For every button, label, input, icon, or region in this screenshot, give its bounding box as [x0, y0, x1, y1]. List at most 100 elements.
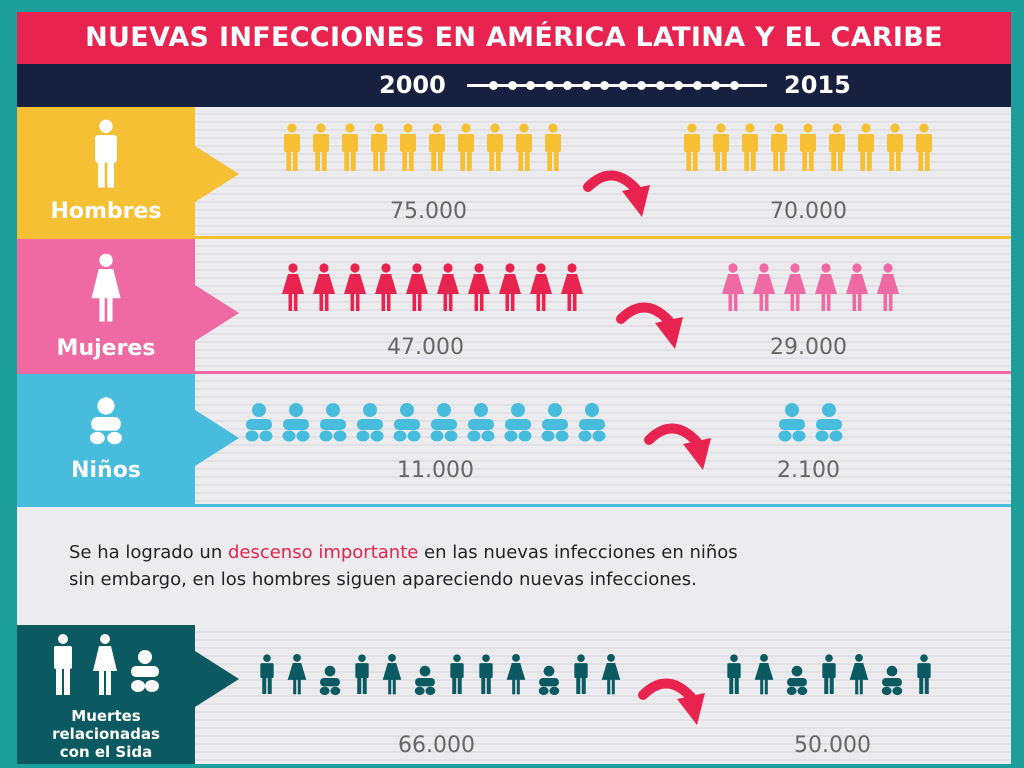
timeline-dot [544, 81, 554, 90]
woman-icon [753, 651, 775, 697]
icons-hombres-2000 [280, 123, 570, 171]
woman-icon [435, 263, 461, 311]
baby-icon [279, 402, 313, 444]
timeline-dot [507, 81, 517, 90]
woman-icon [600, 651, 622, 697]
man-icon [724, 651, 744, 697]
baby-icon [575, 402, 609, 444]
label-ninos: Niños [17, 374, 239, 507]
icons-ninos-2000 [242, 402, 612, 444]
woman-icon [844, 263, 870, 311]
curved-down-arrow-icon [582, 161, 662, 225]
timeline-dot [563, 81, 572, 90]
value-ninos-2000: 11.000 [397, 458, 474, 483]
curved-down-arrow-icon [643, 414, 723, 478]
summary-part2: en las nuevas infecciones en niños [418, 542, 738, 563]
woman-icon [286, 651, 308, 697]
icons-mujeres-2015 [720, 263, 906, 311]
value-muertes-2000: 66.000 [398, 733, 475, 758]
woman-icon [404, 263, 430, 311]
baby-icon [812, 402, 846, 444]
man-icon [257, 651, 277, 697]
man-icon [338, 123, 362, 171]
woman-icon [720, 263, 746, 311]
baby-icon [316, 402, 350, 444]
man-icon [512, 123, 536, 171]
timeline-dot [581, 81, 591, 90]
woman-icon [86, 253, 126, 327]
label-notch [195, 651, 239, 707]
timeline-dot [711, 81, 720, 90]
page-title: NUEVAS INFECCIONES EN AMÉRICA LATINA Y E… [17, 12, 1011, 64]
row-ninos: Niños 11.000 2.100 [17, 374, 1011, 507]
man-icon [796, 123, 820, 171]
man-icon [709, 123, 733, 171]
year-start: 2000 [379, 71, 446, 99]
man-icon [825, 123, 849, 171]
baby-icon [536, 651, 562, 697]
timeline-line [467, 81, 767, 90]
man-icon [767, 123, 791, 171]
timeline-dot [637, 81, 646, 90]
baby-icon [85, 394, 127, 454]
woman-icon [342, 263, 368, 311]
icons-hombres-2015 [680, 123, 941, 171]
summary-part1: Se ha logrado un [69, 542, 228, 563]
label-muertes: Muertes relacionadas con el Sida [17, 625, 239, 764]
label-notch [195, 146, 239, 202]
label-muertes-line2: relacionadas [52, 725, 160, 743]
woman-icon [782, 263, 808, 311]
value-hombres-2015: 70.000 [770, 199, 847, 224]
baby-icon [390, 402, 424, 444]
row-divider [195, 236, 1011, 239]
man-icon [483, 123, 507, 171]
value-hombres-2000: 75.000 [390, 199, 467, 224]
label-muertes-line1: Muertes [71, 707, 141, 725]
woman-icon [751, 263, 777, 311]
baby-icon [501, 402, 535, 444]
woman-icon [373, 263, 399, 311]
woman-icon [280, 263, 306, 311]
woman-icon [381, 651, 403, 697]
timeline-dot [600, 81, 609, 90]
icons-muertes-2000 [257, 651, 631, 697]
man-icon [541, 123, 565, 171]
man-icon [738, 123, 762, 171]
man-icon [680, 123, 704, 171]
man-icon [912, 123, 936, 171]
man-icon [396, 123, 420, 171]
value-mujeres-2000: 47.000 [387, 335, 464, 360]
label-mujeres-text: Mujeres [56, 336, 156, 361]
baby-icon [464, 402, 498, 444]
summary-text: Se ha logrado un descenso importante en … [69, 539, 969, 593]
woman-icon [466, 263, 492, 311]
value-ninos-2015: 2.100 [777, 458, 840, 483]
timeline-dot [489, 81, 498, 90]
man-icon [425, 123, 449, 171]
baby-icon [317, 651, 343, 697]
man-icon [854, 123, 878, 171]
icons-mujeres-2000 [280, 263, 590, 311]
man-icon [914, 651, 934, 697]
man-icon [447, 651, 467, 697]
icons-muertes-2015 [724, 651, 943, 697]
label-hombres-text: Hombres [50, 199, 162, 224]
man-icon [476, 651, 496, 697]
people-icon [49, 633, 167, 703]
man-icon [309, 123, 333, 171]
man-icon [819, 651, 839, 697]
woman-icon [311, 263, 337, 311]
value-muertes-2015: 50.000 [794, 733, 871, 758]
infographic: NUEVAS INFECCIONES EN AMÉRICA LATINA Y E… [17, 12, 1011, 764]
label-mujeres: Mujeres [17, 239, 239, 374]
man-icon [352, 651, 372, 697]
timeline-dot [618, 81, 628, 90]
timeline-dot [729, 81, 739, 90]
baby-icon [412, 651, 438, 697]
man-icon [367, 123, 391, 171]
summary-message: Se ha logrado un descenso importante en … [17, 507, 1011, 625]
baby-icon [775, 402, 809, 444]
man-icon [86, 119, 126, 193]
year-end: 2015 [784, 71, 851, 99]
baby-icon [353, 402, 387, 444]
